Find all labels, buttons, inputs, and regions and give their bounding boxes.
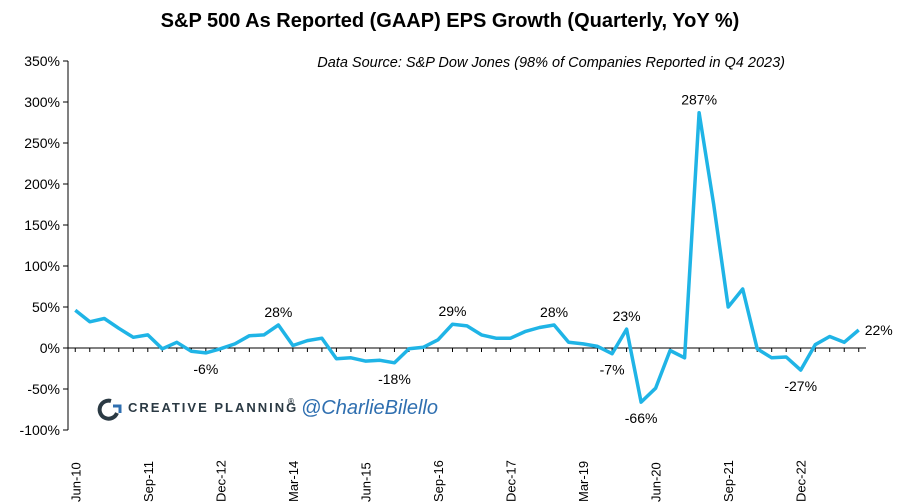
branding: CREATIVE PLANNING ® @CharlieBilello xyxy=(97,397,438,421)
x-tick-label: Sep-21 xyxy=(721,460,736,502)
x-tick-label: Dec-17 xyxy=(504,460,519,502)
x-tick-label: Mar-19 xyxy=(576,461,591,502)
series-line xyxy=(74,110,860,404)
creative-planning-logo-icon xyxy=(97,398,122,421)
data-label: 29% xyxy=(438,303,466,319)
y-tick-label: 350% xyxy=(24,53,60,69)
y-tick-label: 50% xyxy=(32,299,60,315)
y-tick-label: -100% xyxy=(20,422,60,438)
x-tick-label: Jun-10 xyxy=(68,462,83,502)
data-label: 28% xyxy=(264,304,292,320)
y-tick-label: 250% xyxy=(24,135,60,151)
data-label: 28% xyxy=(540,304,568,320)
data-label: 22% xyxy=(865,322,893,338)
y-tick-label: 0% xyxy=(40,340,60,356)
x-tick-label: Dec-12 xyxy=(213,460,228,502)
y-tick-label: 150% xyxy=(24,217,60,233)
y-tick-label: 100% xyxy=(24,258,60,274)
data-label: -6% xyxy=(193,361,218,377)
data-label: 287% xyxy=(681,92,717,108)
data-label: -27% xyxy=(784,378,817,394)
x-tick-label: Sep-16 xyxy=(431,460,446,502)
data-label: 23% xyxy=(613,308,641,324)
x-tick-label: Mar-14 xyxy=(286,461,301,502)
y-tick-label: 200% xyxy=(24,176,60,192)
chart-subtitle: Data Source: S&P Dow Jones (98% of Compa… xyxy=(317,55,785,71)
twitter-handle: @CharlieBilello xyxy=(301,397,438,419)
y-tick-label: 300% xyxy=(24,94,60,110)
x-tick-label: Jun-20 xyxy=(649,462,664,502)
data-label: -66% xyxy=(625,410,658,426)
x-tick-label: Sep-11 xyxy=(141,461,156,502)
series xyxy=(74,110,860,404)
data-label: -7% xyxy=(600,362,625,378)
y-axis: 350% 300% 250% 200% 150% 100% 50% 0% -50% -100% xyxy=(20,53,69,438)
chart-title: S&P 500 As Reported (GAAP) EPS Growth (Q… xyxy=(161,10,740,32)
x-axis: Jun-10 Sep-11 Dec-12 Mar-14 Jun-15 Sep-16 Dec-… xyxy=(68,347,866,502)
y-tick-label: -50% xyxy=(27,381,60,397)
data-label: -18% xyxy=(378,371,411,387)
x-tick-label: Jun-15 xyxy=(358,462,373,502)
data-labels: 28% -6% -18% 29% 28% -7% 23% -66% 287% -27% 22% xyxy=(193,92,892,426)
registered-mark: ® xyxy=(288,397,294,406)
x-tick-label: Dec-22 xyxy=(794,460,809,502)
brand-name: CREATIVE PLANNING xyxy=(128,400,298,415)
